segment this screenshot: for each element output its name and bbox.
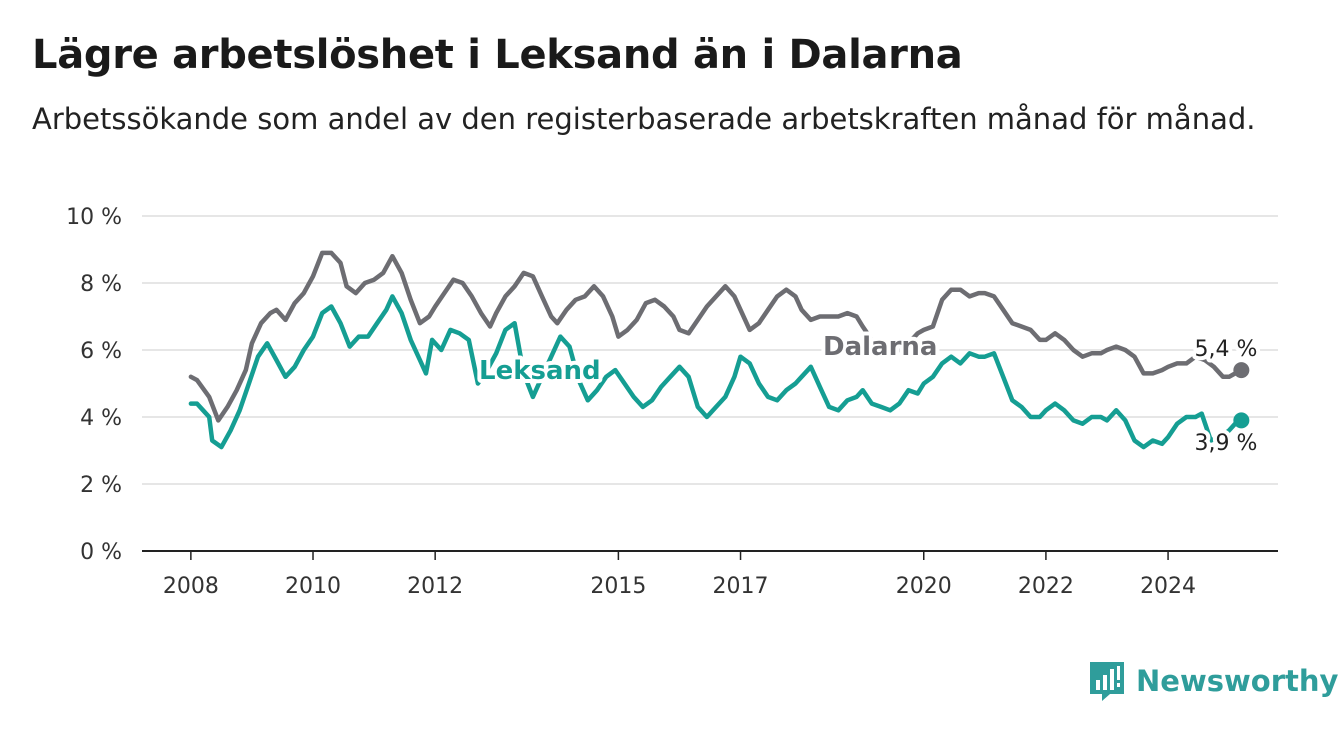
newsworthy-icon [1090,662,1124,701]
end-label-leksand: 3,9 % [1195,431,1258,456]
x-tick-label: 2017 [713,574,769,599]
x-tick-label: 2020 [896,574,952,599]
y-tick-label: 8 % [80,272,122,297]
line-chart: 0 % 2 % 4 % 6 % 8 % 10 % 2008 2010 2012 2015 2017… [66,205,1278,599]
series-line-leksand [188,294,1244,450]
x-tick-label: 2024 [1140,574,1196,599]
series-line-dalarna [188,250,1244,423]
y-tick-label: 2 % [80,473,122,498]
x-axis-ticks: 2008 2010 2012 2015 2017 2020 2022 2024 [163,551,1196,599]
series-label-dalarna: Dalarna [823,332,937,362]
chart-subtitle: Arbetssökande som andel av den registerb… [32,102,1256,136]
x-tick-label: 2022 [1018,574,1074,599]
y-tick-label: 6 % [80,339,122,364]
newsworthy-logo[interactable]: Newsworthy [1088,660,1338,702]
y-tick-label: 10 % [66,205,122,230]
end-marker-dalarna [1233,362,1250,379]
series-labels: Dalarna Leksand 5,4 % 3,9 % [475,328,1261,460]
end-marker-leksand [1233,412,1250,429]
y-axis-ticks: 0 % 2 % 4 % 6 % 8 % 10 % [66,205,122,565]
y-tick-label: 0 % [80,540,122,565]
brand-name: Newsworthy [1136,664,1339,698]
x-tick-label: 2015 [590,574,646,599]
x-tick-label: 2008 [163,574,219,599]
y-tick-label: 4 % [80,406,122,431]
end-label-dalarna: 5,4 % [1195,337,1258,362]
chart-title: Lägre arbetslöshet i Leksand än i Dalarn… [32,32,963,78]
x-tick-label: 2010 [285,574,341,599]
series-lines [188,250,1250,450]
x-tick-label: 2012 [407,574,463,599]
series-label-leksand: Leksand [479,356,601,386]
